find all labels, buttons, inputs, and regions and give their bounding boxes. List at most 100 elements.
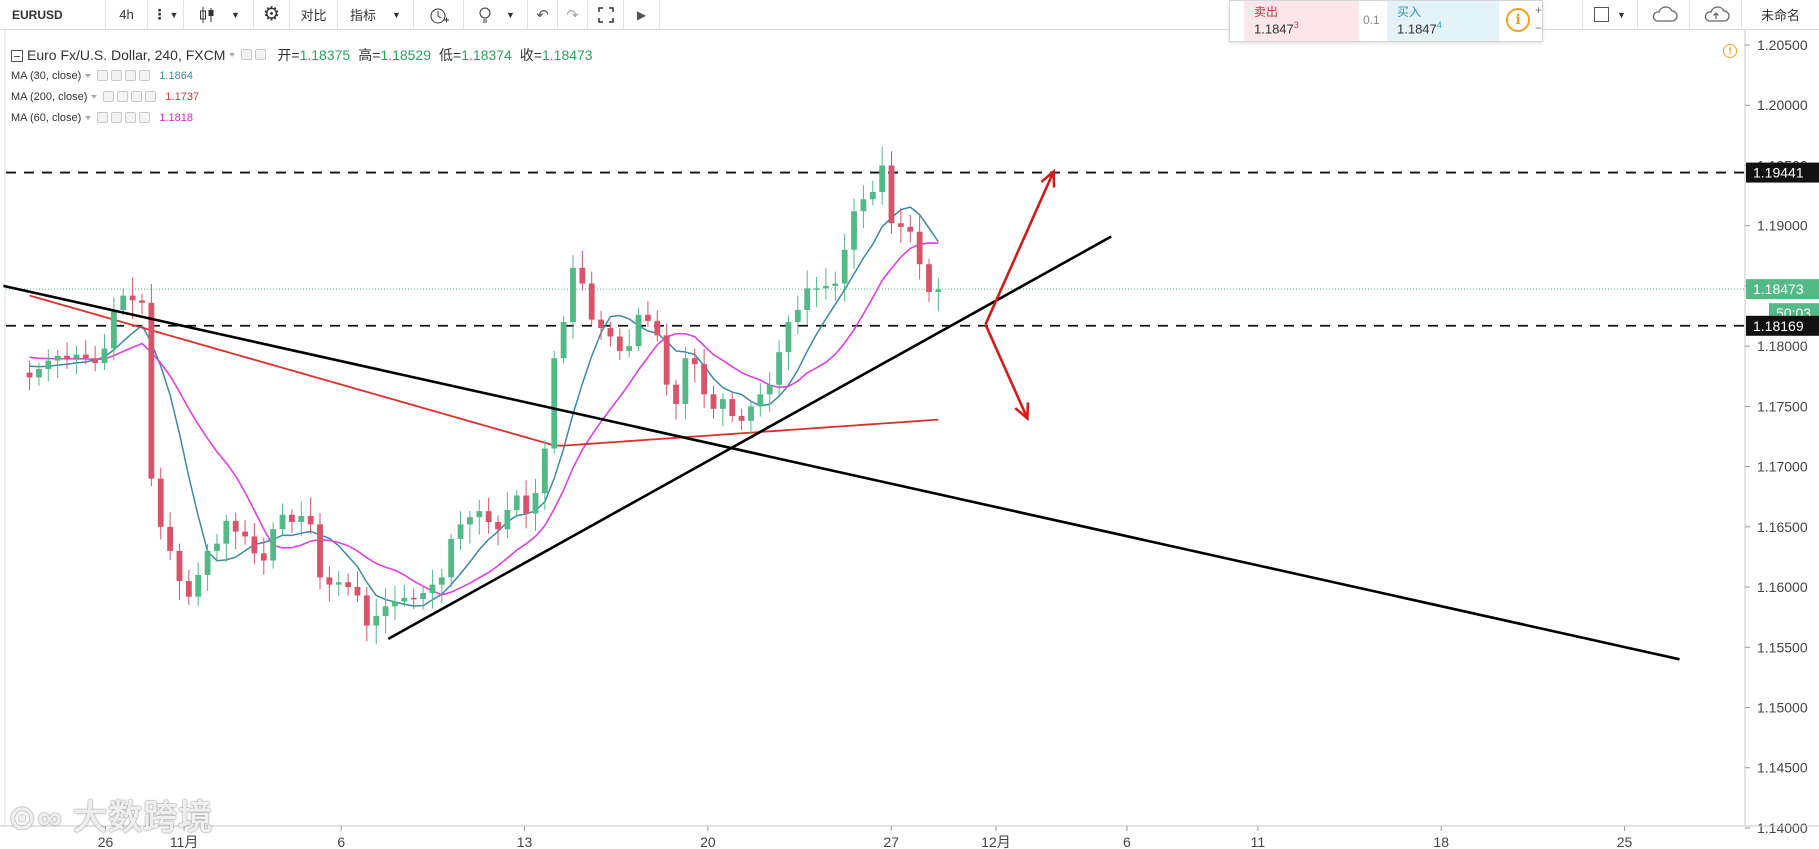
- ma200-value: 1.1737: [165, 90, 200, 103]
- buy-button[interactable]: 买入 1.18474: [1387, 1, 1499, 41]
- eye-icon[interactable]: [103, 91, 115, 102]
- minus-icon[interactable]: −: [1534, 21, 1542, 35]
- trade-widget: 卖出 1.18473 0.1 买入 1.18474 i + −: [1229, 0, 1543, 42]
- interval-button[interactable]: 4h: [106, 0, 148, 29]
- legend-ma30-row[interactable]: MA (30, close) 1.1864: [11, 65, 593, 86]
- candle-body: [129, 295, 136, 301]
- redo-button[interactable]: ↷: [558, 0, 588, 29]
- candles-icon: [200, 6, 214, 23]
- candle-body: [495, 521, 501, 530]
- redo-icon: ↷: [566, 6, 579, 24]
- candle-body: [195, 574, 202, 597]
- replay-button[interactable]: ▶: [624, 0, 660, 29]
- sell-button[interactable]: 卖出 1.18473: [1244, 1, 1359, 41]
- chevron-down-icon[interactable]: [229, 52, 236, 57]
- ma200-label: MA (200, close): [11, 90, 88, 103]
- candle-body: [691, 358, 698, 365]
- symbol-button[interactable]: EURUSD: [0, 0, 106, 29]
- watermark-text: 大数跨境: [73, 799, 214, 837]
- ma30-label: MA (30, close): [11, 69, 82, 82]
- legend-ma200-row[interactable]: MA (200, close) 1.1737: [11, 86, 593, 107]
- candle-body: [757, 394, 764, 407]
- plus-icon[interactable]: [125, 70, 137, 81]
- settings-icon[interactable]: [111, 112, 123, 123]
- eye-icon[interactable]: [241, 49, 253, 60]
- y-tick-label: 1.14500: [1757, 760, 1808, 776]
- x-tick-label: 25: [1617, 834, 1633, 849]
- settings-icon[interactable]: [111, 70, 123, 81]
- close-icon[interactable]: [139, 70, 151, 81]
- indicators-button[interactable]: 指标 ▼: [338, 0, 414, 29]
- close-icon[interactable]: [139, 112, 151, 123]
- settings-icon[interactable]: [117, 91, 129, 102]
- open-label: 开=: [277, 46, 300, 63]
- chevron-down-icon: ▼: [392, 9, 401, 20]
- price-chart[interactable]: 1.205001.200001.195001.190001.185001.180…: [0, 30, 1819, 849]
- candle-body: [176, 550, 183, 582]
- last-price-label-bg: [1746, 279, 1819, 300]
- candle-body: [139, 300, 145, 303]
- candle-body: [45, 360, 52, 370]
- x-tick-label: 26: [98, 834, 114, 849]
- layout-name-button[interactable]: 未命名: [1742, 0, 1819, 29]
- legend-title: Euro Fx/U.S. Dollar, 240, FXCM: [27, 46, 226, 63]
- legend-ma60-row[interactable]: MA (60, close) 1.1818: [11, 107, 593, 128]
- candle-body: [532, 493, 539, 514]
- candle-body: [36, 369, 42, 378]
- collapse-legend-icon[interactable]: [11, 49, 23, 62]
- candle-body: [860, 199, 867, 212]
- candle-body: [345, 582, 352, 588]
- settings-button[interactable]: ⚙: [254, 0, 290, 29]
- spread-value: 0.1: [1363, 13, 1380, 27]
- settings-icon[interactable]: [255, 49, 267, 60]
- ma60-label: MA (60, close): [11, 111, 82, 124]
- compare-button[interactable]: 对比: [290, 0, 338, 29]
- plus-icon[interactable]: +: [1534, 3, 1542, 17]
- cloud-save-button[interactable]: [1690, 0, 1742, 29]
- plus-icon[interactable]: [125, 112, 137, 123]
- chevron-down-icon[interactable]: [91, 94, 98, 99]
- cloud-load-button[interactable]: [1638, 0, 1690, 29]
- sell-price-sup: 3: [1293, 20, 1299, 30]
- candle-body: [214, 543, 220, 551]
- candle-body: [710, 394, 717, 409]
- plus-icon[interactable]: [131, 91, 143, 102]
- play-icon: ▶: [636, 7, 647, 22]
- info-icon[interactable]: i: [1506, 8, 1530, 32]
- candle-body: [869, 191, 876, 200]
- chart-legend: Euro Fx/U.S. Dollar, 240, FXCM 开= 1.18375…: [11, 44, 593, 128]
- candle-body: [588, 283, 595, 320]
- open-value: 1.18375: [299, 46, 351, 63]
- chart-type-button[interactable]: ▼: [184, 0, 254, 29]
- chevron-down-icon[interactable]: [85, 115, 92, 120]
- chevron-down-icon[interactable]: [85, 73, 92, 78]
- close-icon[interactable]: [145, 91, 157, 102]
- eye-icon[interactable]: [97, 70, 109, 81]
- candle-body: [420, 593, 426, 600]
- ideas-button[interactable]: ▼: [464, 0, 528, 29]
- candle-body: [579, 267, 586, 284]
- drawings[interactable]: [3, 168, 1680, 661]
- undo-button[interactable]: ↶: [528, 0, 558, 29]
- alert-button[interactable]: [414, 0, 464, 29]
- candle-body: [317, 524, 323, 578]
- interval-menu-button[interactable]: ⋮ ▼: [148, 0, 184, 29]
- eye-icon[interactable]: [97, 112, 109, 123]
- layout-name-label: 未命名: [1760, 8, 1800, 23]
- ma60-value: 1.1818: [159, 111, 193, 124]
- candle-body: [157, 478, 164, 527]
- candle-body: [148, 302, 155, 479]
- ma60-line: [29, 242, 939, 596]
- candle-body: [429, 584, 436, 594]
- x-tick-label: 11月: [170, 834, 199, 849]
- candle-body: [897, 223, 904, 227]
- resistance-price-label-bg: [1746, 162, 1819, 183]
- x-tick-label: 6: [1123, 834, 1131, 849]
- x-tick-label: 18: [1433, 834, 1449, 849]
- quantity-stepper[interactable]: + −: [1533, 1, 1544, 37]
- warning-icon[interactable]: !: [1723, 44, 1737, 58]
- fullscreen-button[interactable]: [588, 0, 624, 29]
- candle-body: [719, 399, 726, 409]
- candle-body: [54, 355, 61, 361]
- layout-button[interactable]: ▼: [1582, 0, 1638, 29]
